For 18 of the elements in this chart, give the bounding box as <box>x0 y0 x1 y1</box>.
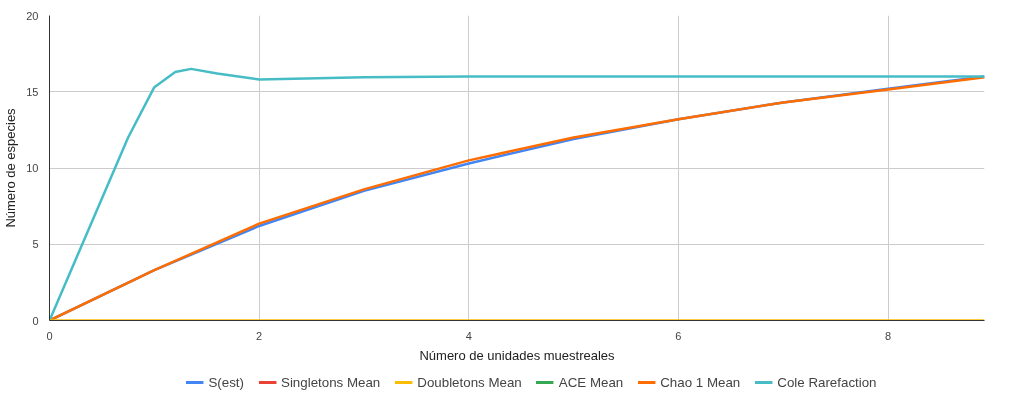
y-axis-title: Número de especies <box>3 107 19 228</box>
legend-label: Chao 1 Mean <box>660 374 741 390</box>
legend-label: S(est) <box>208 374 244 390</box>
x-axis-title: Número de unidades muestreales <box>419 347 616 363</box>
y-tick-label: 5 <box>32 238 39 251</box>
y-tick-label: 15 <box>26 85 39 98</box>
x-tick-label: 0 <box>46 329 53 342</box>
y-tick-label: 10 <box>26 162 39 174</box>
y-tick-label: 20 <box>26 9 39 22</box>
x-tick-label: 2 <box>256 329 263 342</box>
legend-label: Singletons Mean <box>281 374 381 390</box>
x-tick-label: 4 <box>465 329 472 342</box>
legend-label: Doubletons Mean <box>417 374 522 390</box>
x-tick-label: 8 <box>885 329 892 342</box>
x-tick-label: 6 <box>675 329 682 342</box>
legend-label: Cole Rarefaction <box>777 374 877 390</box>
legend-label: ACE Mean <box>558 374 624 390</box>
y-tick-label: 0 <box>32 314 39 327</box>
